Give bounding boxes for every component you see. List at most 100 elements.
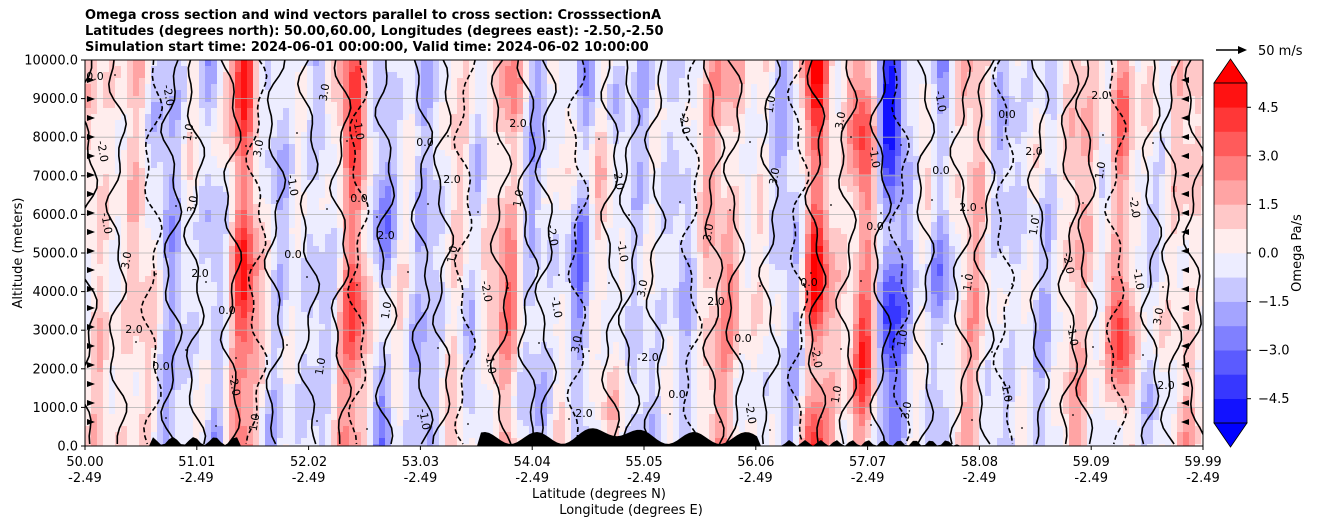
omega-cell [661,198,668,205]
omega-cell [829,192,836,199]
omega-cell [109,216,116,223]
omega-cell [481,138,488,145]
omega-cell [883,126,890,133]
omega-cell [1105,138,1112,145]
omega-cell [439,78,446,85]
omega-cell [781,210,788,217]
omega-cell [1099,84,1106,91]
omega-cell [913,150,920,157]
omega-cell [805,108,812,115]
omega-cell [679,186,686,193]
omega-cell [517,216,524,223]
omega-cell [1117,174,1124,181]
omega-cell [697,144,704,151]
omega-cell [217,102,224,109]
omega-cell [955,150,962,157]
omega-cell [907,192,914,199]
omega-cell [727,84,734,91]
omega-cell [109,198,116,205]
omega-cell [571,180,578,187]
omega-cell [349,90,356,97]
omega-cell [493,108,500,115]
omega-cell [1069,66,1076,73]
omega-cell [145,60,152,67]
omega-cell [391,66,398,73]
omega-cell [631,114,638,121]
omega-cell [307,204,314,211]
omega-cell [595,186,602,193]
omega-cell [1201,174,1203,181]
omega-cell [1051,156,1058,163]
omega-cell [1009,138,1016,145]
omega-cell [487,66,494,73]
omega-cell [457,144,464,151]
omega-cell [895,114,902,121]
omega-cell [709,78,716,85]
omega-cell [349,60,356,67]
omega-cell [685,198,692,205]
omega-cell [127,72,134,79]
omega-cell [145,108,152,115]
omega-cell [1117,168,1124,175]
omega-cell [709,96,716,103]
omega-cell [805,192,812,199]
omega-cell [199,90,206,97]
omega-cell [193,120,200,127]
omega-cell [829,150,836,157]
omega-cell [787,126,794,133]
omega-cell [367,132,374,139]
omega-cell [373,138,380,145]
omega-cell [235,84,242,91]
omega-cell [835,126,842,133]
omega-cell [493,156,500,163]
omega-cell [595,144,602,151]
omega-cell [421,126,428,133]
omega-cell [1075,120,1082,127]
omega-cell [1009,156,1016,163]
omega-cell [301,72,308,79]
omega-cell [703,162,710,169]
omega-cell [985,90,992,97]
omega-cell [745,186,752,193]
omega-cell [595,66,602,73]
omega-cell [601,204,608,211]
omega-cell [643,90,650,97]
omega-cell [145,90,152,97]
omega-cell [109,144,116,151]
omega-cell [787,186,794,193]
omega-cell [253,60,260,67]
omega-cell [1165,84,1172,91]
omega-cell [1063,114,1070,121]
omega-cell [415,174,422,181]
omega-cell [787,66,794,73]
omega-cell [751,186,758,193]
omega-cell [997,72,1004,79]
omega-cell [457,186,464,193]
omega-cell [643,180,650,187]
omega-cell [163,120,170,127]
omega-cell [835,78,842,85]
omega-cell [607,156,614,163]
omega-cell [223,138,230,145]
omega-cell [919,204,926,211]
omega-cell [1009,162,1016,169]
omega-cell [361,156,368,163]
omega-cell [499,180,506,187]
omega-cell [823,90,830,97]
omega-cell [97,138,104,145]
omega-cell [91,174,98,181]
omega-cell [457,66,464,73]
omega-cell [649,78,656,85]
omega-cell [1069,78,1076,85]
omega-cell [991,120,998,127]
omega-cell [511,174,518,181]
omega-cell [955,138,962,145]
omega-cell [757,90,764,97]
omega-cell [655,186,662,193]
omega-cell [559,186,566,193]
omega-cell [829,72,836,79]
omega-cell [1075,108,1082,115]
omega-cell [367,90,374,97]
omega-cell [925,96,932,103]
